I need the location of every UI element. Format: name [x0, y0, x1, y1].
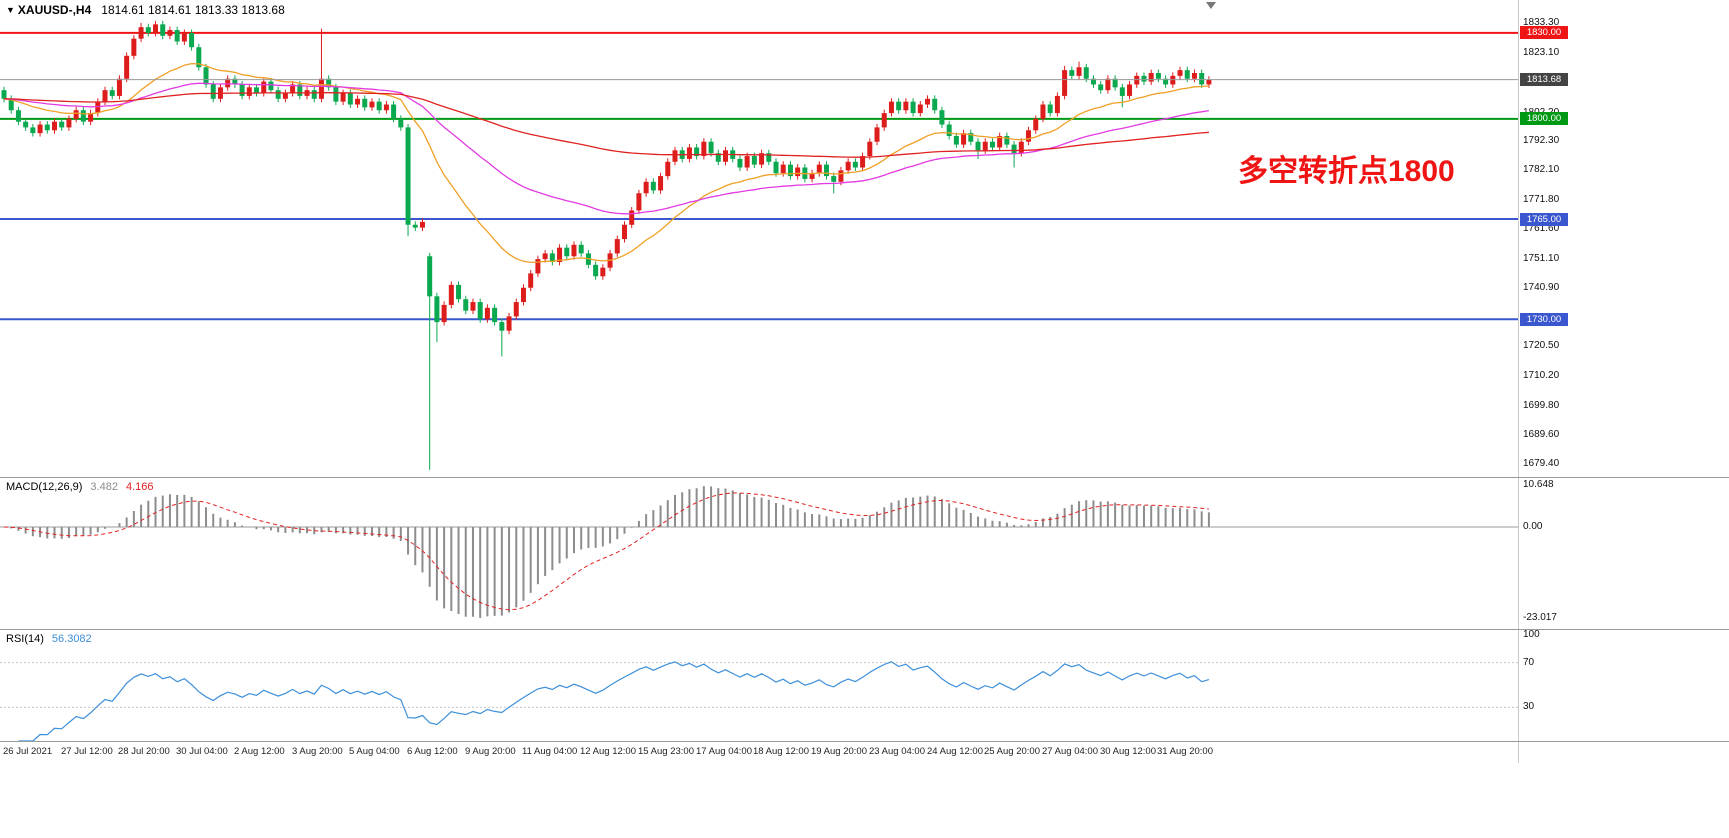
price-badge: 1765.00 [1520, 212, 1568, 226]
time-label: 17 Aug 04:00 [696, 746, 752, 757]
time-label: 19 Aug 20:00 [811, 746, 867, 757]
price-tick: 1710.20 [1523, 369, 1560, 381]
macd-indicator-panel[interactable]: MACD(12,26,9) 3.482 4.166 [0, 477, 1518, 629]
time-label: 27 Aug 04:00 [1042, 746, 1098, 757]
price-axis-border [1518, 0, 1519, 763]
rsi-title: RSI(14) [6, 633, 44, 645]
symbol-timeframe-label: XAUUSD-,H4 [17, 3, 92, 17]
time-label: 15 Aug 23:00 [638, 746, 694, 757]
time-label: 6 Aug 12:00 [407, 746, 458, 757]
panel-separator [0, 741, 1729, 742]
macd-signal-value: 4.166 [125, 481, 154, 493]
price-tick: 1823.10 [1523, 46, 1560, 58]
chart-title: ▼ XAUUSD-,H4 1814.61 1814.61 1813.33 1813.… [6, 3, 285, 17]
price-badge: 1800.00 [1520, 112, 1568, 126]
chart-annotation-text[interactable]: 多空转折点1800 [1238, 155, 1455, 188]
panel-separator[interactable] [0, 477, 1729, 478]
symbol-dropdown-icon[interactable]: ▼ [6, 5, 15, 15]
time-label: 12 Aug 12:00 [580, 746, 636, 757]
rsi-chart[interactable] [0, 629, 1518, 741]
time-label: 23 Aug 04:00 [869, 746, 925, 757]
price-badge: 1813.68 [1520, 73, 1568, 87]
chart-shift-marker[interactable] [1206, 2, 1216, 9]
macd-axis-label: -23.017 [1523, 611, 1557, 623]
price-tick: 1833.30 [1523, 17, 1560, 29]
macd-title: MACD(12,26,9) [6, 481, 83, 493]
time-label: 30 Jul 04:00 [176, 746, 228, 757]
price-badge: 1830.00 [1520, 26, 1568, 40]
rsi-axis-label: 70 [1523, 656, 1535, 668]
time-axis[interactable]: 26 Jul 2021 27 Jul 12:00 28 Jul 20:00 30 Ju… [0, 741, 1518, 765]
price-tick: 1782.10 [1523, 164, 1560, 176]
ma-21-line [3, 62, 1209, 264]
price-tick: 1720.50 [1523, 340, 1560, 352]
time-label: 30 Aug 12:00 [1100, 746, 1156, 757]
time-label: 25 Aug 20:00 [984, 746, 1040, 757]
time-label: 3 Aug 20:00 [292, 746, 343, 757]
macd-axis-label: 10.648 [1523, 478, 1554, 490]
price-tick: 1792.30 [1523, 134, 1560, 146]
rsi-value: 56.3082 [51, 633, 92, 645]
macd-main-value: 3.482 [90, 481, 118, 493]
price-badge: 1730.00 [1520, 312, 1568, 326]
time-label: 31 Aug 20:00 [1157, 746, 1213, 757]
price-tick: 1689.60 [1523, 428, 1560, 440]
time-label: 18 Aug 12:00 [753, 746, 809, 757]
ma-55-line [3, 82, 1210, 215]
price-axis[interactable]: 1833.30 1823.10 1802.20 1792.30 1782.10 1771.… [1519, 0, 1729, 765]
time-label: 2 Aug 12:00 [234, 746, 285, 757]
rsi-axis-label: 100 [1523, 629, 1540, 640]
candlestick-chart[interactable] [0, 0, 1518, 477]
price-tick: 1761.60 [1523, 222, 1560, 234]
macd-chart[interactable] [0, 477, 1518, 629]
rsi-label: RSI(14) 56.3082 [6, 633, 92, 645]
rsi-indicator-panel[interactable]: RSI(14) 56.3082 [0, 629, 1518, 741]
time-label: 26 Jul 2021 [3, 746, 53, 757]
price-tick: 1740.90 [1523, 282, 1560, 294]
time-label: 5 Aug 04:00 [349, 746, 400, 757]
rsi-line [18, 661, 1210, 741]
price-tick: 1771.80 [1523, 193, 1560, 205]
panel-separator[interactable] [0, 629, 1729, 630]
price-tick: 1679.40 [1523, 458, 1560, 470]
main-chart-panel[interactable] [0, 0, 1518, 477]
price-tick: 1699.80 [1523, 399, 1560, 411]
macd-axis-label: 0.00 [1523, 521, 1543, 532]
macd-signal-line [3, 492, 1209, 611]
ohlc-values: 1814.61 1814.61 1813.33 1813.68 [101, 3, 285, 17]
rsi-axis-label: 30 [1523, 701, 1535, 713]
time-label: 9 Aug 20:00 [465, 746, 516, 757]
time-label: 28 Jul 20:00 [118, 746, 170, 757]
price-tick: 1802.20 [1523, 107, 1559, 118]
time-label: 11 Aug 04:00 [522, 746, 578, 757]
macd-histogram [10, 486, 1210, 618]
candles[interactable] [1, 20, 1212, 470]
ma-160-line [3, 92, 1209, 158]
time-label: 24 Aug 12:00 [927, 746, 983, 757]
macd-label: MACD(12,26,9) 3.482 4.166 [6, 481, 153, 493]
time-label: 27 Jul 12:00 [61, 746, 113, 757]
price-tick: 1751.10 [1523, 252, 1560, 264]
